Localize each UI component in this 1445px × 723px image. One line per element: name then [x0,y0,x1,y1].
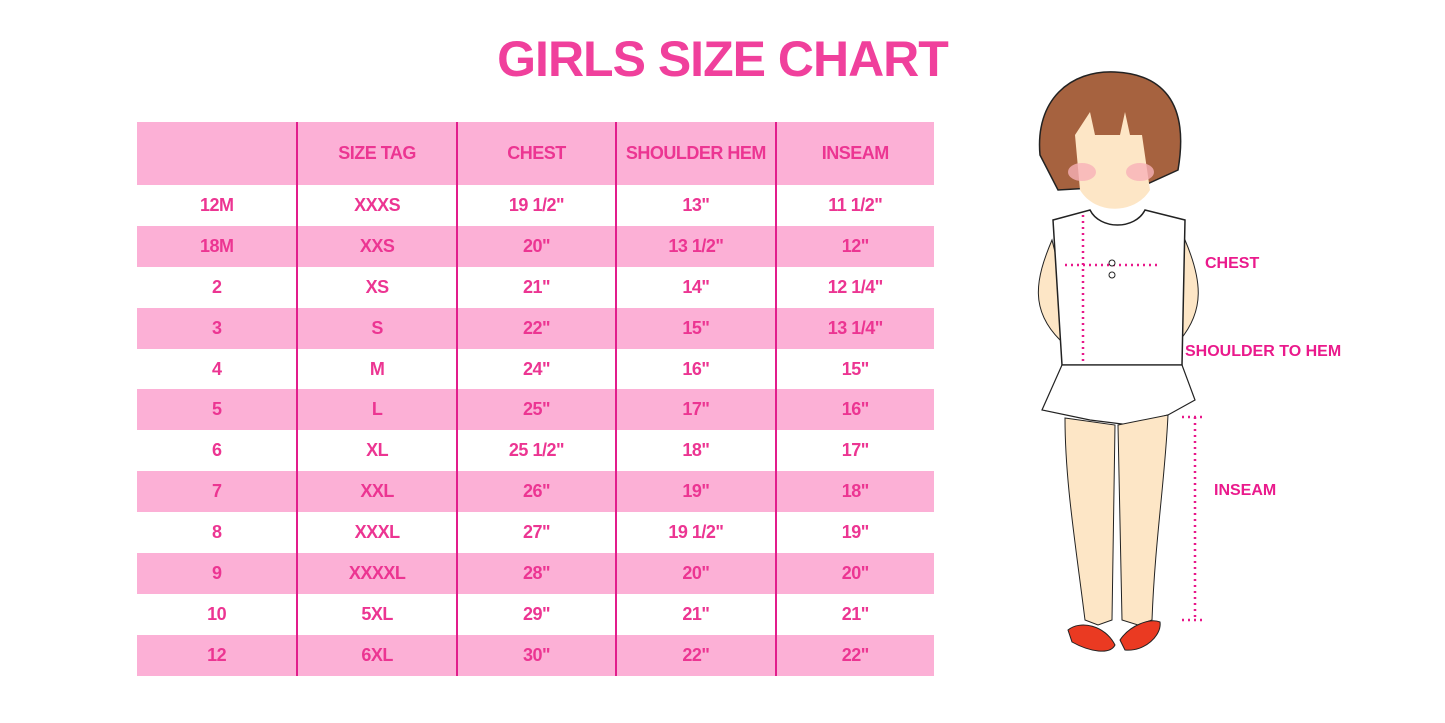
girl-measurement-illustration [1037,71,1202,652]
table-row: 10 5XL 29" 21" 21" [137,593,934,635]
table-cell: 4 [211,358,222,379]
header-cell: CHEST [455,122,615,185]
table-cell: 16" [615,348,774,390]
header-cell: SHOULDER HEM [615,122,774,185]
table-cell: 13 1/4" [774,307,934,349]
table-cell: M [296,348,455,390]
table-row: 2 XS 21" 14" 12 1/4" [137,266,934,308]
table-cell: 20" [615,553,774,594]
table-cell: 12 [207,644,227,665]
table-cell: 22" [455,307,615,349]
table-cell: 28" [455,553,615,594]
table-cell: 16" [774,389,934,431]
table-cell: XXL [296,471,455,513]
table-header: SIZE TAG CHEST SHOULDER HEM INSEAM [137,122,934,185]
table-cell: 12" [774,225,934,267]
table-cell: 29" [455,593,615,635]
table-cell: 5XL [296,593,455,635]
table-cell: 19 1/2" [455,185,615,226]
table-cell: XXXS [296,185,455,226]
table-cell: 13" [615,185,774,226]
table-cell: 11 1/2" [774,185,934,226]
table-cell: 20" [455,225,615,267]
size-table: SIZE TAG CHEST SHOULDER HEM INSEAM 12M XXXS 19… [137,122,934,676]
table-cell: 21" [774,593,934,635]
table-row: 12 6XL 30" 22" 22" [137,634,934,676]
table-cell: 26" [455,471,615,513]
table-cell: 30" [455,634,615,676]
table-cell: 5 [211,399,222,420]
table-cell: 6XL [296,634,455,676]
table-cell: 18M [199,235,234,256]
table-row: 18M XXS 20" 13 1/2" 12" [137,225,934,267]
shoulder-to-hem-label: SHOULDER TO HEM [1185,343,1342,360]
header-cell: SIZE TAG [296,122,455,185]
table-cell: 7 [211,481,222,502]
table-row: 6 XL 25 1/2" 18" 17" [137,430,934,472]
table-cell: XXS [296,225,455,267]
table-row: 4 M 24" 16" 15" [137,348,934,390]
table-cell: XS [296,266,455,308]
table-cell: 21" [455,266,615,308]
table-cell: 9 [211,562,222,583]
table-cell: S [296,307,455,349]
table-cell: 21" [615,593,774,635]
table-cell: 20" [774,553,934,594]
table-cell: XXXXL [296,553,455,594]
chest-label: CHEST [1205,255,1260,272]
inseam-label: INSEAM [1214,482,1277,499]
table-cell: 27" [455,512,615,554]
table-cell: 18" [774,471,934,513]
table-cell: 24" [455,348,615,390]
table-cell: 15" [774,348,934,390]
page-title: GIRLS SIZE CHART [497,31,949,87]
table-cell: 12 1/4" [774,266,934,308]
table-cell: XXXL [296,512,455,554]
table-row: 5 L 25" 17" 16" [137,389,934,431]
table-cell: 25" [455,389,615,431]
table-cell: 10 [207,603,227,624]
table-cell: 14" [615,266,774,308]
table-cell: 13 1/2" [615,225,774,267]
table-row: 9 XXXXL 28" 20" 20" [137,553,934,594]
table-cell: 19" [615,471,774,513]
table-cell: 19" [774,512,934,554]
header-cell [137,122,296,185]
table-cell: 18" [615,430,774,472]
table-row: 3 S 22" 15" 13 1/4" [137,307,934,349]
header-cell: INSEAM [774,122,934,185]
table-cell: 6 [211,440,222,461]
table-cell: 17" [774,430,934,472]
table-cell: 19 1/2" [615,512,774,554]
table-row: 12M XXXS 19 1/2" 13" 11 1/2" [137,185,934,226]
table-cell: 3 [211,317,222,338]
table-cell: 22" [615,634,774,676]
table-row: 8 XXXL 27" 19 1/2" 19" [137,512,934,554]
table-cell: 8 [211,522,222,543]
table-cell: 17" [615,389,774,431]
table-cell: 25 1/2" [455,430,615,472]
table-row: 7 XXL 26" 19" 18" [137,471,934,513]
table-cell: 12M [199,194,234,215]
table-cell: 15" [615,307,774,349]
table-cell: 2 [211,276,222,297]
table-cell: 22" [774,634,934,676]
table-cell: XL [296,430,455,472]
table-cell: L [296,389,455,431]
